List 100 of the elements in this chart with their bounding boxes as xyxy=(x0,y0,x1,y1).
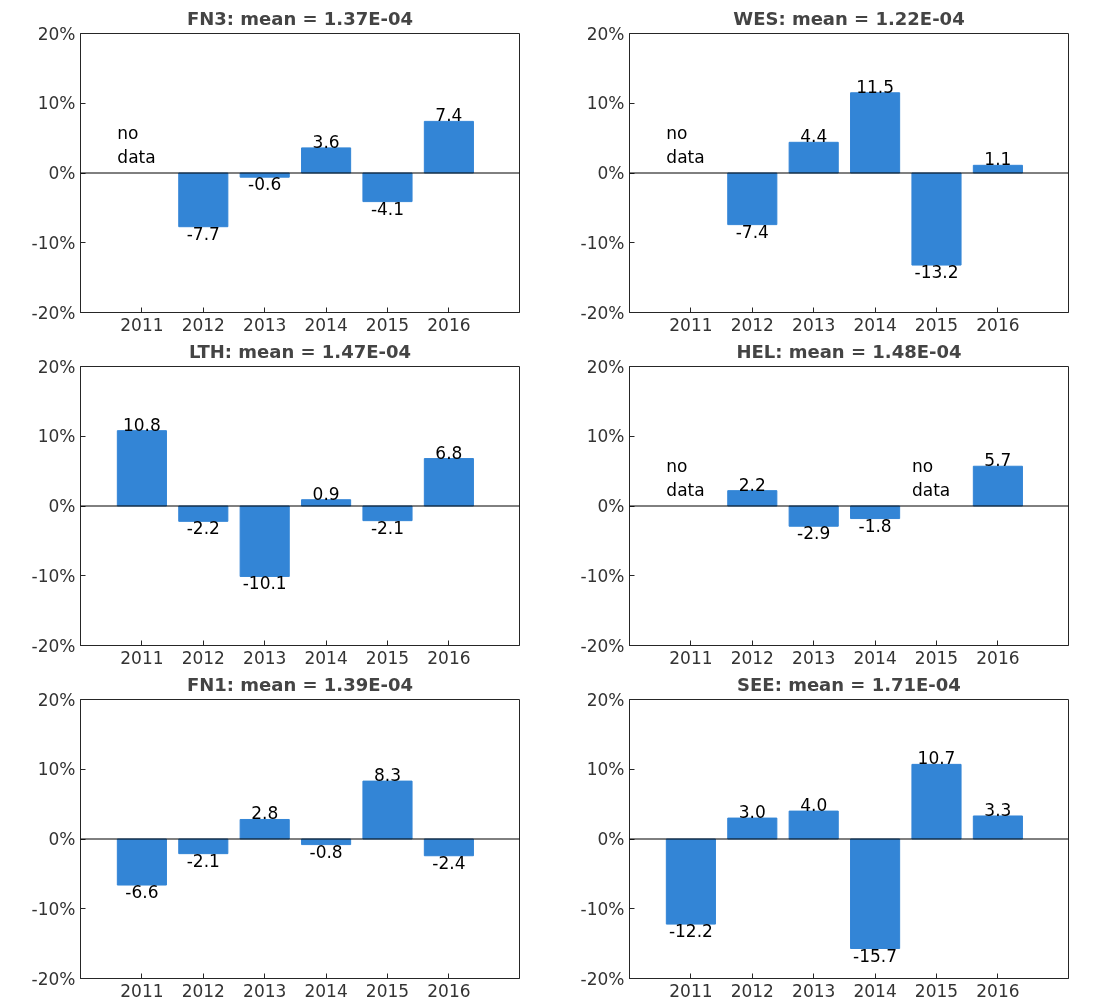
y-tick-label: 0% xyxy=(597,829,625,849)
chart-title: FN3: mean = 1.37E-04 xyxy=(186,7,414,29)
chart-title: LTH: mean = 1.47E-04 xyxy=(188,340,412,362)
data-label: 10.7 xyxy=(917,748,956,769)
data-label: 0.9 xyxy=(312,483,340,504)
x-tick-label: 2015 xyxy=(365,980,410,1000)
x-tick-label: 2013 xyxy=(243,314,287,335)
y-tick-label: -20% xyxy=(31,635,76,656)
annotation: no data xyxy=(911,456,951,501)
x-tick-label: 2011 xyxy=(669,980,713,1000)
y-tick-label: -10% xyxy=(580,898,625,919)
y-tick-label: 0% xyxy=(597,496,625,516)
data-label: 1.1 xyxy=(984,149,1012,170)
data-label: 4.0 xyxy=(800,795,828,816)
x-tick-label: 2012 xyxy=(181,314,225,335)
x-tick-label: 2012 xyxy=(730,314,774,335)
y-tick-label: -20% xyxy=(580,302,625,323)
data-label: -1.8 xyxy=(858,515,892,536)
data-label: 2.8 xyxy=(251,803,279,824)
data-label: 3.6 xyxy=(312,131,340,152)
data-label: -6.6 xyxy=(125,882,159,903)
y-tick-label: 20% xyxy=(37,23,76,44)
y-tick-label: -10% xyxy=(31,565,76,586)
x-tick-label: 2016 xyxy=(976,314,1020,335)
x-tick-label: 2016 xyxy=(976,980,1020,1000)
y-tick-label: 10% xyxy=(37,759,76,780)
x-tick-label: 2016 xyxy=(976,647,1020,668)
y-tick-label: 0% xyxy=(597,163,625,183)
data-label: 2.2 xyxy=(738,474,766,495)
data-label: -4.1 xyxy=(370,198,405,219)
chart-title: SEE: mean = 1.71E-04 xyxy=(737,673,961,695)
data-label: 7.4 xyxy=(435,105,463,126)
data-label: -13.2 xyxy=(914,262,959,283)
data-label: -0.6 xyxy=(248,174,282,195)
x-tick-label: 2014 xyxy=(304,980,348,1000)
y-tick-label: -20% xyxy=(580,968,625,989)
x-tick-label: 2014 xyxy=(304,314,348,335)
x-tick-label: 2014 xyxy=(853,647,897,668)
y-tick-label: 20% xyxy=(586,356,625,377)
x-tick-label: 2012 xyxy=(181,980,225,1000)
data-label: 4.4 xyxy=(800,126,828,147)
annotation: no data xyxy=(666,123,705,168)
data-label: -2.1 xyxy=(186,850,220,871)
x-tick-label: 2016 xyxy=(427,980,471,1000)
y-tick-label: 20% xyxy=(586,689,625,710)
y-tick-label: 20% xyxy=(586,23,625,44)
data-label: -7.7 xyxy=(186,223,220,244)
chart-title: WES: mean = 1.22E-04 xyxy=(733,7,965,29)
x-tick-label: 2016 xyxy=(427,647,471,668)
data-label: 3.0 xyxy=(738,802,766,823)
y-tick-label: -10% xyxy=(580,232,625,253)
y-tick-label: 10% xyxy=(586,759,625,780)
data-label: 11.5 xyxy=(856,76,895,97)
y-tick-label: 10% xyxy=(586,426,625,447)
chart-title: FN1: mean = 1.39E-04 xyxy=(186,673,414,695)
data-label: -2.9 xyxy=(797,523,831,544)
x-tick-label: 2015 xyxy=(365,647,410,668)
x-tick-label: 2013 xyxy=(792,647,836,668)
data-label: 3.3 xyxy=(984,799,1012,820)
y-tick-label: -10% xyxy=(31,898,76,919)
x-tick-label: 2014 xyxy=(304,647,348,668)
y-tick-label: 0% xyxy=(48,496,76,516)
x-tick-label: 2013 xyxy=(792,314,836,335)
data-label: 10.8 xyxy=(122,414,161,435)
y-tick-label: 10% xyxy=(37,426,76,447)
annotation: no data xyxy=(666,456,705,501)
data-label: -15.7 xyxy=(853,945,898,966)
data-label: 8.3 xyxy=(373,765,402,786)
y-tick-label: 10% xyxy=(586,93,625,114)
y-tick-label: 0% xyxy=(48,163,76,183)
data-label: -2.2 xyxy=(186,518,220,539)
y-tick-label: 20% xyxy=(37,689,76,710)
x-tick-label: 2013 xyxy=(243,647,287,668)
x-tick-label: 2011 xyxy=(120,314,164,335)
x-tick-label: 2011 xyxy=(120,647,164,668)
data-label: -7.4 xyxy=(735,221,769,242)
x-tick-label: 2013 xyxy=(243,980,287,1000)
x-tick-label: 2012 xyxy=(181,647,225,668)
x-tick-label: 2013 xyxy=(792,980,836,1000)
y-tick-label: -20% xyxy=(31,968,76,989)
x-tick-label: 2015 xyxy=(914,647,959,668)
y-tick-label: 10% xyxy=(37,93,76,114)
x-tick-label: 2015 xyxy=(365,314,410,335)
y-tick-label: -10% xyxy=(31,232,76,253)
data-label: -0.8 xyxy=(309,841,343,862)
x-tick-label: 2011 xyxy=(669,314,713,335)
x-tick-label: 2015 xyxy=(914,980,959,1000)
x-tick-label: 2014 xyxy=(853,314,897,335)
y-tick-label: -20% xyxy=(580,635,625,656)
x-tick-label: 2011 xyxy=(120,980,164,1000)
x-tick-label: 2014 xyxy=(853,980,897,1000)
data-label: -2.1 xyxy=(370,517,405,538)
data-label: -2.4 xyxy=(432,852,466,873)
data-label: 6.8 xyxy=(435,442,463,463)
data-label: 5.7 xyxy=(984,450,1012,471)
y-tick-label: 0% xyxy=(48,829,76,849)
x-tick-label: 2011 xyxy=(669,647,713,668)
y-tick-label: -10% xyxy=(580,565,625,586)
x-tick-label: 2015 xyxy=(914,314,959,335)
x-tick-label: 2012 xyxy=(730,980,774,1000)
